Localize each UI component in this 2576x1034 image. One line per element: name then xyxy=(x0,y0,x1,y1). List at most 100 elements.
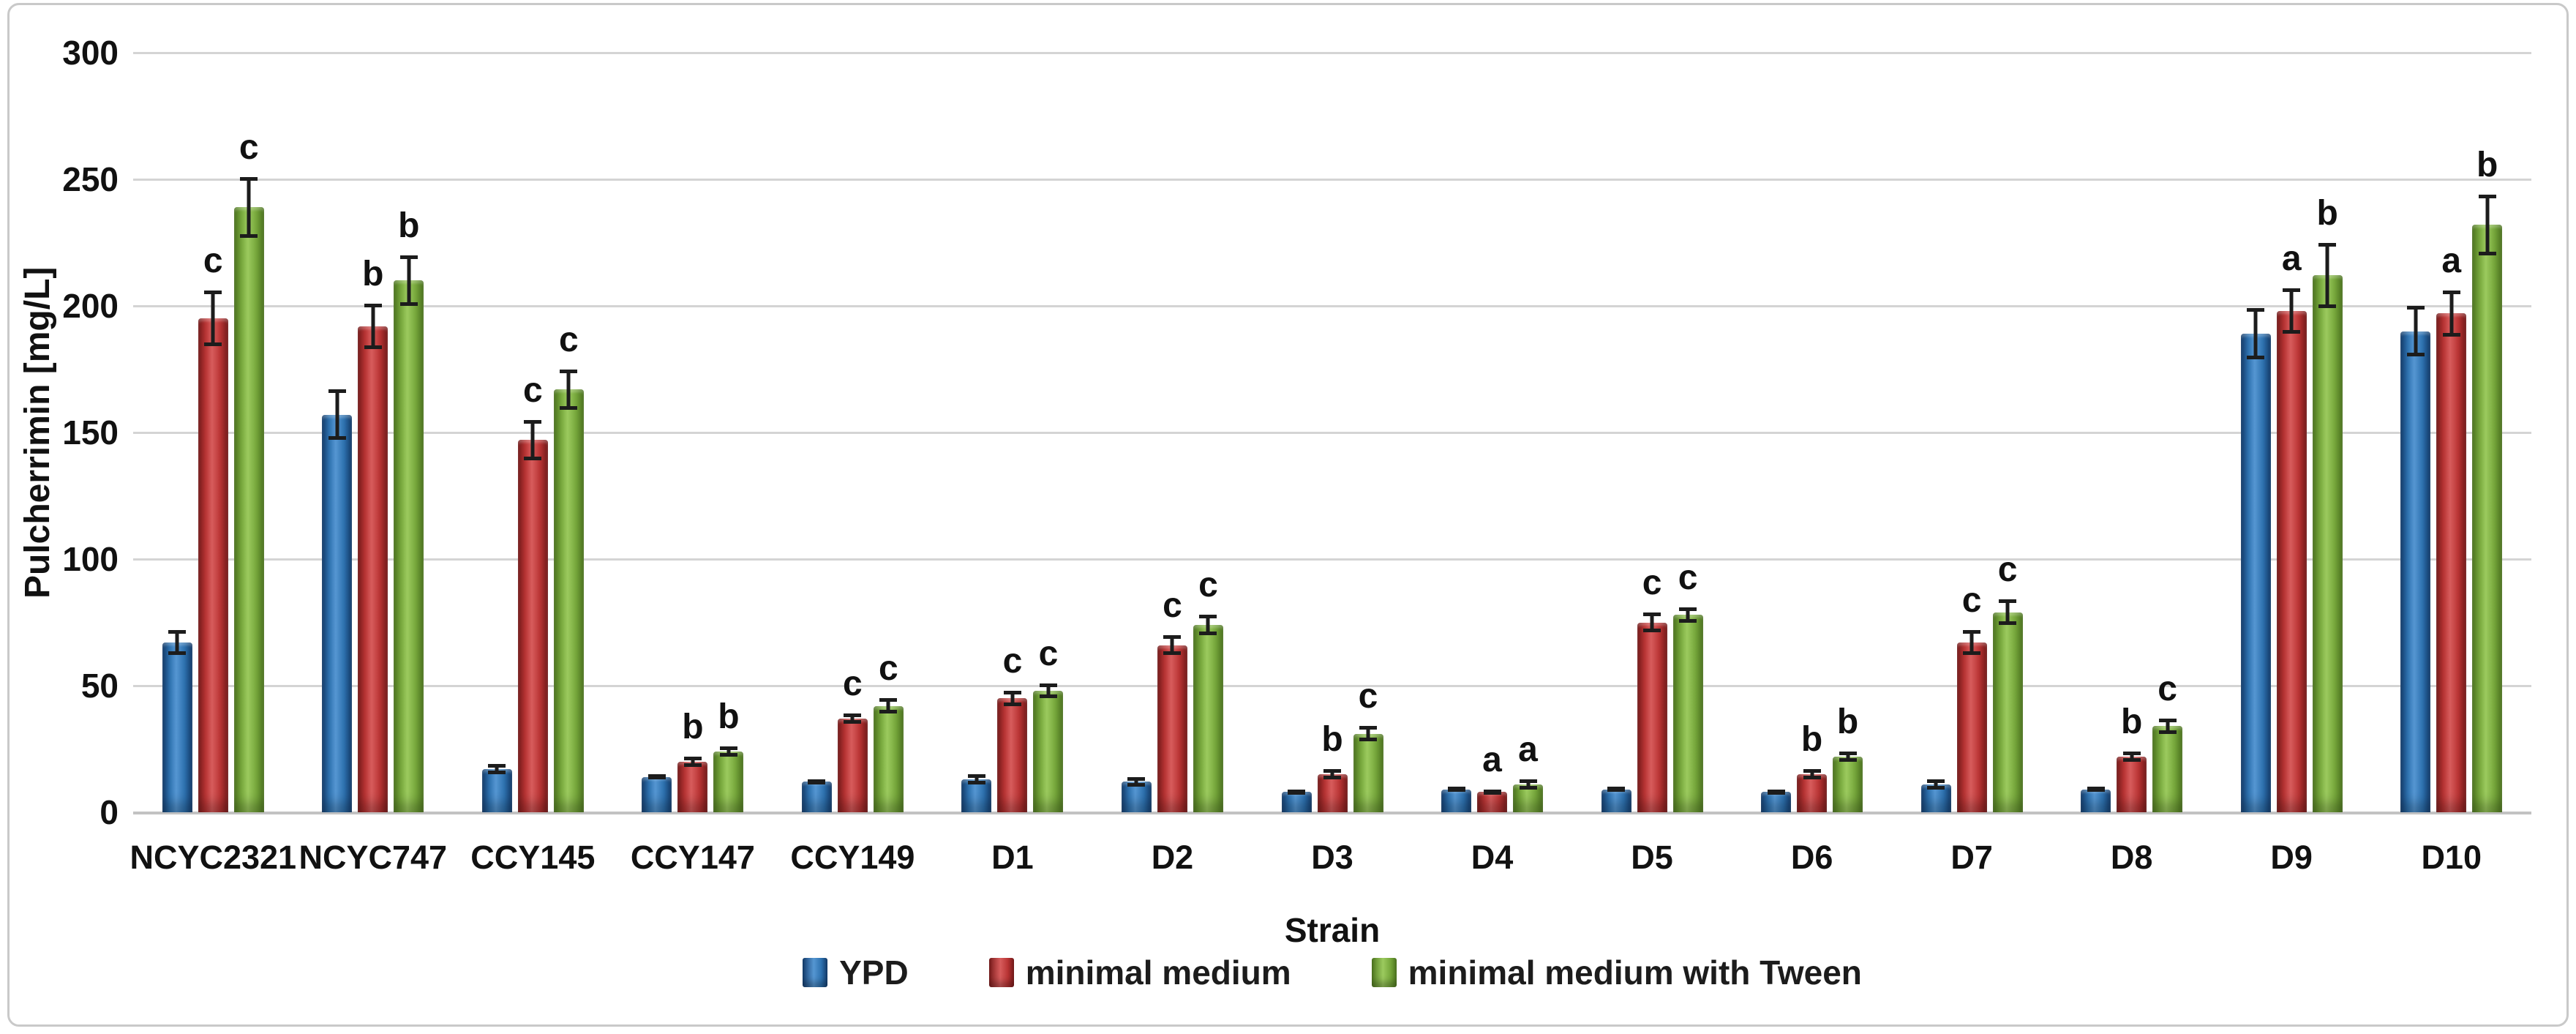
bar xyxy=(553,389,584,812)
error-bar-cap xyxy=(1519,785,1537,790)
x-tick-label: D7 xyxy=(1950,839,1993,876)
error-bar-cap xyxy=(204,342,222,347)
significance-letter: c xyxy=(879,649,898,689)
legend-item: minimal medium with Tween xyxy=(1371,953,1862,992)
significance-letter: c xyxy=(1198,566,1218,605)
bar xyxy=(2312,275,2343,812)
bar xyxy=(1033,690,1064,812)
error-bar xyxy=(2130,751,2134,762)
error-bar xyxy=(1170,634,1174,656)
significance-letter: c xyxy=(1642,563,1662,602)
bar xyxy=(1797,774,1828,812)
error-bar-cap xyxy=(1127,776,1146,781)
x-tick-label: D6 xyxy=(1790,839,1833,876)
error-bar-cap xyxy=(2283,330,2301,334)
error-bar-cap xyxy=(1163,651,1182,656)
error-bar-cap xyxy=(1039,694,1057,699)
error-bar-cap xyxy=(2283,288,2301,292)
legend-item: YPD xyxy=(803,953,909,992)
error-bar-cap xyxy=(719,752,737,757)
error-bar-cap xyxy=(1927,785,1945,790)
error-bar xyxy=(2289,288,2294,334)
significance-letter: c xyxy=(1961,580,1982,620)
error-bar-cap xyxy=(168,629,187,634)
error-bar-cap xyxy=(1839,751,1857,755)
error-bar-cap xyxy=(1323,776,1341,780)
x-tick-label: D8 xyxy=(2110,839,2153,876)
error-bar xyxy=(2414,306,2418,357)
error-bar-cap xyxy=(879,698,898,703)
bar xyxy=(2152,726,2183,812)
bar xyxy=(997,698,1028,812)
bar xyxy=(1833,756,1863,812)
significance-letter: b xyxy=(718,697,740,737)
legend-swatch xyxy=(803,958,828,987)
error-bar-cap xyxy=(1643,629,1661,633)
error-bar-cap xyxy=(2158,718,2177,722)
error-bar-cap xyxy=(808,780,826,784)
gridline xyxy=(133,431,2531,434)
legend-label: minimal medium with Tween xyxy=(1408,954,1862,992)
error-bar-cap xyxy=(1803,769,1821,773)
error-bar xyxy=(211,291,215,347)
error-bar xyxy=(335,389,339,441)
error-bar xyxy=(850,713,855,724)
error-bar-cap xyxy=(1999,599,2017,604)
x-tick-label: D3 xyxy=(1311,839,1353,876)
bar xyxy=(677,761,708,812)
x-tick-label: D10 xyxy=(2421,839,2482,876)
error-bar-cap xyxy=(879,710,898,714)
x-tick-label: CCY145 xyxy=(470,839,596,876)
error-bar-cap xyxy=(2406,306,2425,310)
x-tick-label: NCYC747 xyxy=(298,839,448,876)
significance-letter: b xyxy=(398,206,420,245)
error-bar xyxy=(2005,599,2010,625)
error-bar xyxy=(1330,769,1334,779)
error-bar-cap xyxy=(1519,779,1537,784)
error-bar xyxy=(566,369,571,410)
error-bar-cap xyxy=(1039,683,1057,687)
gridline xyxy=(133,684,2531,687)
bar xyxy=(2400,331,2431,812)
significance-letter: b xyxy=(1321,720,1343,760)
error-bar-cap xyxy=(240,233,258,238)
gridline xyxy=(133,304,2531,307)
error-bar-cap xyxy=(1803,776,1821,780)
x-tick-label: D1 xyxy=(991,839,1034,876)
significance-letter: b xyxy=(2120,702,2143,741)
error-bar-cap xyxy=(1359,738,1377,742)
bar xyxy=(1157,645,1187,812)
bar xyxy=(1121,782,1152,812)
error-bar xyxy=(2325,242,2329,309)
y-tick-label: 250 xyxy=(62,160,119,198)
error-bar xyxy=(247,176,251,238)
significance-letter: a xyxy=(2441,241,2462,281)
y-axis-ticks: 300 250 200 150 100 50 0 xyxy=(0,34,119,831)
bar xyxy=(394,280,424,812)
error-bar-cap xyxy=(328,436,346,441)
error-bar-cap xyxy=(204,291,222,295)
significance-letter: b xyxy=(2316,193,2338,233)
bar xyxy=(961,779,992,812)
significance-letter: c xyxy=(1997,550,2018,590)
error-bar-cap xyxy=(844,713,862,718)
error-bar-cap xyxy=(2087,788,2105,793)
error-bar-cap xyxy=(2247,308,2265,312)
error-bar-cap xyxy=(1003,702,1021,706)
significance-letter: c xyxy=(558,320,579,359)
error-bar xyxy=(1810,769,1814,779)
error-bar-cap xyxy=(2478,251,2496,255)
error-bar-cap xyxy=(683,763,702,767)
error-bar-cap xyxy=(2318,304,2337,309)
error-bar xyxy=(886,698,890,714)
significance-letter: c xyxy=(1358,677,1378,716)
error-bar-cap xyxy=(560,405,578,410)
error-bar xyxy=(1366,726,1370,742)
significance-letter: b xyxy=(1800,720,1823,760)
error-bar-cap xyxy=(1127,783,1146,787)
bar xyxy=(1956,642,1987,812)
error-bar-cap xyxy=(2406,353,2425,357)
error-bar-cap xyxy=(2122,751,2141,755)
error-bar-cap xyxy=(560,369,578,373)
